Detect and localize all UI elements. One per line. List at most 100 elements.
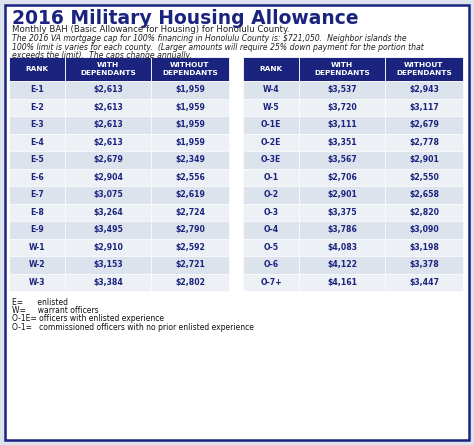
Text: $2,901: $2,901 (409, 155, 439, 164)
FancyBboxPatch shape (243, 134, 299, 151)
Text: WITH
DEPENDANTS: WITH DEPENDANTS (314, 62, 370, 76)
Text: $2,910: $2,910 (93, 243, 123, 252)
FancyBboxPatch shape (9, 98, 65, 116)
FancyBboxPatch shape (9, 203, 65, 221)
FancyBboxPatch shape (65, 186, 151, 203)
Text: $3,567: $3,567 (327, 155, 357, 164)
Text: $2,592: $2,592 (175, 243, 205, 252)
Text: $3,378: $3,378 (409, 260, 439, 269)
Text: $3,537: $3,537 (327, 85, 357, 94)
Text: O-1E: O-1E (261, 120, 281, 129)
FancyBboxPatch shape (385, 203, 463, 221)
Text: $3,495: $3,495 (93, 225, 123, 234)
Text: E-9: E-9 (30, 225, 44, 234)
Text: $2,679: $2,679 (409, 120, 439, 129)
Text: $1,959: $1,959 (175, 138, 205, 147)
FancyBboxPatch shape (385, 134, 463, 151)
FancyBboxPatch shape (151, 221, 229, 239)
Text: O-4: O-4 (264, 225, 279, 234)
Text: $2,904: $2,904 (93, 173, 123, 182)
Text: $3,111: $3,111 (327, 120, 357, 129)
FancyBboxPatch shape (243, 98, 299, 116)
Text: exceeds the limit).  The caps change annually.: exceeds the limit). The caps change annu… (12, 51, 192, 60)
Text: $2,943: $2,943 (409, 85, 439, 94)
FancyBboxPatch shape (9, 57, 65, 81)
Text: E-3: E-3 (30, 120, 44, 129)
Text: $3,720: $3,720 (327, 103, 357, 112)
Text: Monthly BAH (Basic Allowance for Housing) for Honolulu County.: Monthly BAH (Basic Allowance for Housing… (12, 25, 290, 34)
Text: $2,679: $2,679 (93, 155, 123, 164)
FancyBboxPatch shape (243, 151, 299, 169)
FancyBboxPatch shape (151, 274, 229, 291)
FancyBboxPatch shape (9, 116, 65, 134)
FancyBboxPatch shape (65, 57, 151, 81)
FancyBboxPatch shape (65, 239, 151, 256)
Text: $3,786: $3,786 (327, 225, 357, 234)
FancyBboxPatch shape (9, 151, 65, 169)
Text: E-6: E-6 (30, 173, 44, 182)
Text: WITH
DEPENDANTS: WITH DEPENDANTS (80, 62, 136, 76)
Text: $2,721: $2,721 (175, 260, 205, 269)
Text: $2,901: $2,901 (327, 190, 357, 199)
Text: O-1: O-1 (264, 173, 279, 182)
Text: $3,384: $3,384 (93, 278, 123, 287)
FancyBboxPatch shape (243, 203, 299, 221)
Text: $2,613: $2,613 (93, 138, 123, 147)
Text: $2,658: $2,658 (409, 190, 439, 199)
FancyBboxPatch shape (299, 81, 385, 98)
FancyBboxPatch shape (151, 98, 229, 116)
FancyBboxPatch shape (151, 151, 229, 169)
Text: $3,264: $3,264 (93, 208, 123, 217)
FancyBboxPatch shape (299, 203, 385, 221)
Text: E-1: E-1 (30, 85, 44, 94)
Text: $2,706: $2,706 (327, 173, 357, 182)
Text: $3,198: $3,198 (409, 243, 439, 252)
FancyBboxPatch shape (385, 256, 463, 274)
FancyBboxPatch shape (243, 221, 299, 239)
Text: W-2: W-2 (29, 260, 46, 269)
Text: $4,122: $4,122 (327, 260, 357, 269)
FancyBboxPatch shape (299, 98, 385, 116)
Text: W=     warrant officers: W= warrant officers (12, 306, 99, 315)
FancyBboxPatch shape (151, 203, 229, 221)
Text: $2,556: $2,556 (175, 173, 205, 182)
FancyBboxPatch shape (299, 116, 385, 134)
FancyBboxPatch shape (299, 256, 385, 274)
Text: $2,724: $2,724 (175, 208, 205, 217)
FancyBboxPatch shape (385, 151, 463, 169)
Text: $2,802: $2,802 (175, 278, 205, 287)
FancyBboxPatch shape (9, 169, 65, 186)
Text: 2016 Military Housing Allowance: 2016 Military Housing Allowance (12, 9, 359, 28)
Text: O-1=   commissioned officers with no prior enlisted experience: O-1= commissioned officers with no prior… (12, 323, 254, 332)
Text: O-2E: O-2E (261, 138, 281, 147)
FancyBboxPatch shape (65, 169, 151, 186)
FancyBboxPatch shape (299, 239, 385, 256)
FancyBboxPatch shape (9, 256, 65, 274)
Text: RANK: RANK (26, 66, 49, 72)
Text: E-2: E-2 (30, 103, 44, 112)
FancyBboxPatch shape (299, 151, 385, 169)
FancyBboxPatch shape (243, 57, 299, 81)
FancyBboxPatch shape (151, 116, 229, 134)
FancyBboxPatch shape (385, 116, 463, 134)
Text: W-1: W-1 (29, 243, 46, 252)
FancyBboxPatch shape (243, 81, 299, 98)
Text: O-6: O-6 (264, 260, 279, 269)
Text: E-8: E-8 (30, 208, 44, 217)
Text: The 2016 VA mortgage cap for 100% financing in Honolulu County is: $721,050.  Ne: The 2016 VA mortgage cap for 100% financ… (12, 34, 407, 43)
Text: WITHOUT
DEPENDANTS: WITHOUT DEPENDANTS (162, 62, 218, 76)
Text: W-4: W-4 (263, 85, 280, 94)
FancyBboxPatch shape (299, 57, 385, 81)
Text: $4,083: $4,083 (327, 243, 357, 252)
Text: $2,778: $2,778 (409, 138, 439, 147)
Text: $2,790: $2,790 (175, 225, 205, 234)
Text: W-3: W-3 (29, 278, 46, 287)
Text: $1,959: $1,959 (175, 120, 205, 129)
Text: $4,161: $4,161 (327, 278, 357, 287)
FancyBboxPatch shape (243, 169, 299, 186)
Text: $3,375: $3,375 (327, 208, 357, 217)
FancyBboxPatch shape (151, 81, 229, 98)
Text: $3,075: $3,075 (93, 190, 123, 199)
Text: O-3: O-3 (264, 208, 279, 217)
FancyBboxPatch shape (299, 274, 385, 291)
